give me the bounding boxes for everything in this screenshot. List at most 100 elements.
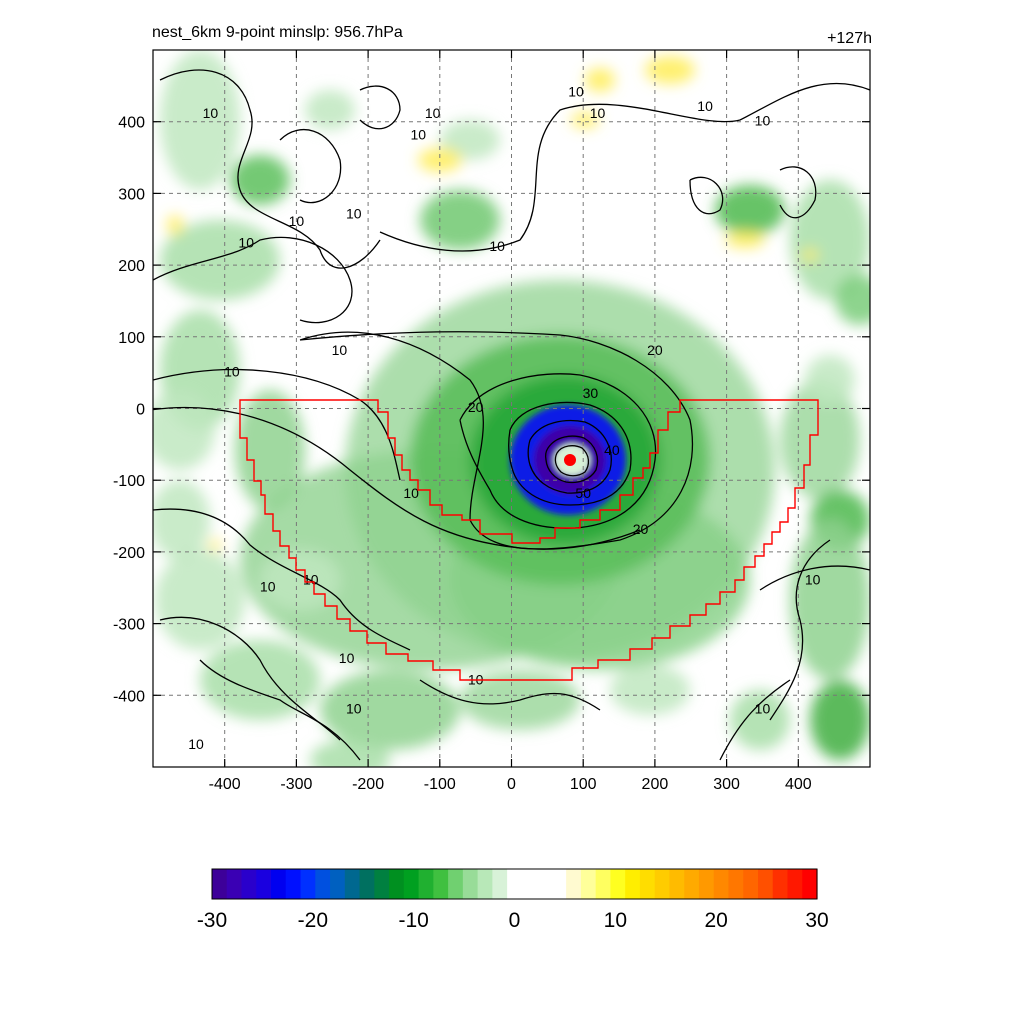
x-tick-label: 0 bbox=[507, 776, 516, 793]
colorbar-swatch bbox=[344, 869, 361, 899]
field-patch bbox=[730, 690, 790, 750]
x-tick-label: -200 bbox=[352, 776, 384, 793]
positive-patch bbox=[571, 112, 599, 128]
field-patch bbox=[153, 390, 215, 470]
y-tick-label: 0 bbox=[136, 402, 145, 419]
contour-label: 10 bbox=[188, 736, 204, 752]
colorbar-swatch bbox=[625, 869, 641, 899]
field-patch bbox=[420, 190, 500, 250]
contour-line bbox=[153, 508, 411, 651]
colorbar-swatch bbox=[477, 869, 493, 899]
contour-label: 10 bbox=[568, 84, 584, 100]
y-tick-label: 300 bbox=[118, 186, 145, 203]
contour-label: 10 bbox=[346, 700, 362, 716]
contour-label: 10 bbox=[403, 485, 419, 501]
colorbar-swatch bbox=[802, 869, 818, 899]
contour-line bbox=[359, 85, 401, 130]
contour-line bbox=[719, 679, 791, 761]
contour-label: 20 bbox=[468, 399, 484, 415]
colorbar-swatch bbox=[256, 869, 272, 899]
colorbar-swatch bbox=[698, 869, 715, 899]
y-tick-label: -300 bbox=[113, 617, 145, 634]
contour-label: 10 bbox=[425, 105, 441, 121]
colorbar-swatch bbox=[418, 869, 434, 899]
field-patch bbox=[160, 220, 280, 300]
field-patch bbox=[230, 155, 290, 205]
field-patch bbox=[310, 740, 390, 767]
contour-label: 10 bbox=[805, 571, 821, 587]
colorbar-swatch bbox=[285, 869, 302, 899]
plot-area: 10 10 10 10 10 10 10 10 10 10 10 10 10 20 20 30 40 50 20 10… bbox=[152, 49, 871, 768]
field-patch bbox=[155, 550, 245, 650]
axes: -400 -300 -200 -100 0 100 200 300 40040030020010… bbox=[113, 50, 870, 793]
colorbar-swatch bbox=[241, 869, 257, 899]
contour-label: 10 bbox=[755, 700, 771, 716]
positive-patch bbox=[725, 232, 765, 248]
colorbar-swatch bbox=[772, 869, 789, 899]
colorbar-swatch bbox=[212, 869, 228, 899]
contour-layer bbox=[153, 69, 870, 761]
colorbar-swatch bbox=[536, 869, 552, 899]
field-patch bbox=[790, 180, 870, 300]
colorbar-swatch bbox=[728, 869, 744, 899]
y-tick-label: -100 bbox=[113, 473, 145, 490]
x-tick-label: 400 bbox=[785, 776, 812, 793]
x-tick-label: 200 bbox=[642, 776, 669, 793]
colorbar-swatch bbox=[448, 869, 464, 899]
x-tick-label: 300 bbox=[713, 776, 740, 793]
contour-line bbox=[554, 445, 590, 477]
colorbar-tick-label: -10 bbox=[398, 909, 428, 932]
contour-label: 10 bbox=[346, 206, 362, 222]
colorbar-swatch bbox=[271, 869, 287, 899]
x-tick-label: -400 bbox=[209, 776, 241, 793]
colorbar-swatch bbox=[359, 869, 375, 899]
contour-line bbox=[153, 236, 353, 324]
colorbar-tick-label: 0 bbox=[509, 909, 521, 932]
contour-label: 10 bbox=[590, 105, 606, 121]
contour-line bbox=[299, 331, 694, 550]
contour-label: 10 bbox=[203, 105, 219, 121]
colorbar-swatch bbox=[389, 869, 405, 899]
contour-line bbox=[153, 368, 401, 481]
contour-line bbox=[508, 401, 632, 506]
contour-label: 10 bbox=[238, 234, 254, 250]
colorbar-swatch bbox=[610, 869, 626, 899]
forecast-hour-label: +127h bbox=[827, 30, 872, 47]
y-tick-label: -200 bbox=[113, 545, 145, 562]
contour-line bbox=[279, 129, 342, 204]
colorbar-swatch bbox=[300, 869, 316, 899]
positive-patch bbox=[585, 68, 615, 92]
y-tick-label: 200 bbox=[118, 258, 145, 275]
colorbar-swatch bbox=[521, 869, 538, 899]
red-boundary-line bbox=[239, 399, 819, 681]
chart-title: nest_6km 9-point minslp: 956.7hPa bbox=[152, 24, 403, 41]
colorbar-swatch bbox=[684, 869, 700, 899]
x-tick-label: 100 bbox=[570, 776, 597, 793]
colorbar-swatch bbox=[757, 869, 774, 899]
contour-label: 10 bbox=[260, 578, 276, 594]
colorbar-swatch bbox=[374, 869, 390, 899]
colorbar: -30 -20 -10 0 10 20 30 bbox=[197, 868, 829, 932]
field-patch bbox=[715, 185, 785, 235]
colorbar-tick-label: 30 bbox=[805, 909, 828, 932]
field-patch bbox=[160, 50, 240, 190]
y-tick-label: 100 bbox=[118, 330, 145, 347]
contour-label: 10 bbox=[755, 112, 771, 128]
contour-label: 20 bbox=[647, 342, 663, 358]
positive-patch bbox=[802, 249, 818, 261]
colorbar-tick-label: -30 bbox=[197, 909, 227, 932]
contour-line bbox=[759, 565, 870, 591]
colorbar-swatch bbox=[507, 869, 523, 899]
colorbar-swatch bbox=[580, 869, 597, 899]
field-patch bbox=[810, 680, 870, 760]
contour-line bbox=[769, 539, 831, 721]
colorbar-swatch bbox=[787, 869, 803, 899]
contour-label: 50 bbox=[575, 485, 591, 501]
colorbar-swatch bbox=[654, 869, 671, 899]
contour-label: 10 bbox=[697, 98, 713, 114]
colorbar-swatch bbox=[315, 869, 331, 899]
colorbar-swatch bbox=[595, 869, 612, 899]
contour-label: 20 bbox=[633, 521, 649, 537]
contour-line bbox=[527, 419, 612, 494]
